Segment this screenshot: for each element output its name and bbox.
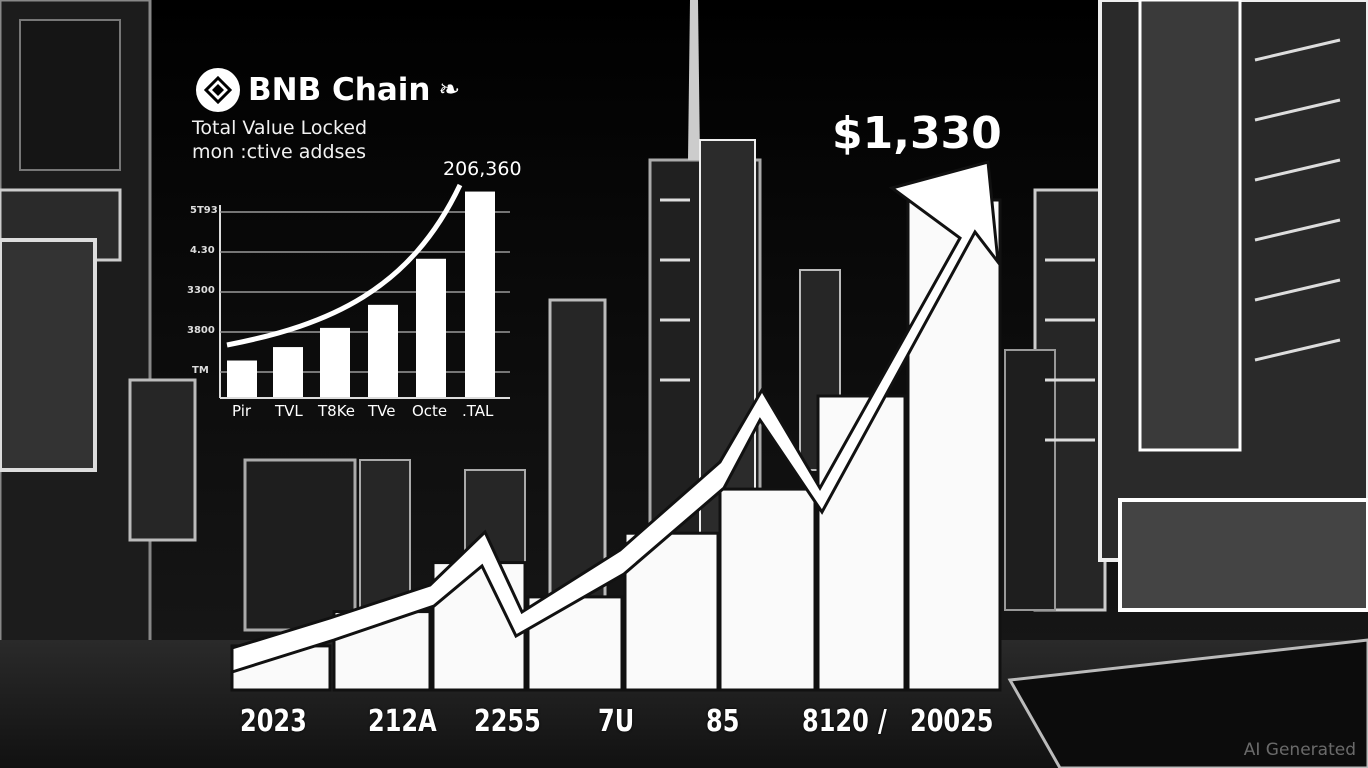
category-label: TVe <box>368 402 396 420</box>
small-bar <box>416 258 446 397</box>
small-bar <box>465 191 495 397</box>
x-label: 8120 <box>802 704 869 739</box>
y-tick: TM <box>192 365 209 376</box>
bnb-diamond-logo-icon <box>196 68 240 112</box>
big-chart-columns <box>230 198 1002 692</box>
x-label: 2255 <box>474 704 541 739</box>
category-label: Pir <box>232 402 252 420</box>
category-label: TVL <box>275 402 303 420</box>
small-trend-curve <box>226 183 463 348</box>
small-bar <box>227 360 257 397</box>
flame-icon: ❧ <box>438 75 461 105</box>
x-label: 2023 <box>240 704 307 739</box>
brand-name: BNB Chain <box>248 72 431 108</box>
x-label: / <box>878 704 887 739</box>
subtitle-line: Total Value Locked <box>192 117 368 139</box>
small-bar <box>320 327 350 397</box>
brand: BNB Chain ❧ <box>196 68 460 112</box>
small-bar <box>368 304 398 397</box>
price-label: $1,330 <box>832 108 1002 159</box>
big-column <box>718 487 817 692</box>
watermark: AI Generated <box>1243 740 1356 760</box>
small-bar-chart <box>219 183 510 399</box>
x-label: 212A <box>368 704 437 739</box>
category-label: Octe <box>412 402 448 420</box>
category-label: T8Ke <box>318 402 356 420</box>
big-column <box>816 394 907 692</box>
y-tick: 5T93 <box>190 205 218 216</box>
y-tick: 3300 <box>187 285 215 296</box>
x-label: 20025 <box>910 704 994 739</box>
x-label: 7U <box>598 704 635 739</box>
peak-label: 206,360 <box>443 158 522 180</box>
rising-arrow <box>230 160 1001 675</box>
x-label: 85 <box>706 704 740 739</box>
subtitle: Total Value Locked mon :ctive addses <box>192 116 367 164</box>
category-label: .TAL <box>462 402 494 420</box>
subtitle-line: mon :ctive addses <box>192 141 367 163</box>
y-tick: 4.30 <box>190 245 215 256</box>
small-bar <box>273 347 303 397</box>
car <box>1007 638 1368 768</box>
background-buildings <box>0 0 1368 662</box>
y-tick: 3800 <box>187 325 215 336</box>
